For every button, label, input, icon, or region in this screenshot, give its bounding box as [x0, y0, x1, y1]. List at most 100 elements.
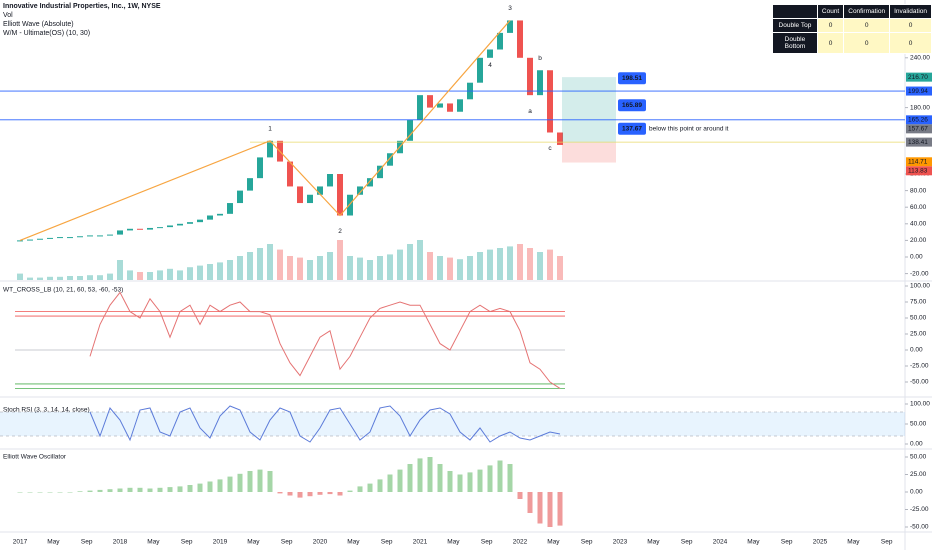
ewo-bar	[297, 492, 303, 498]
volume-bar	[227, 260, 233, 280]
volume-bar	[427, 252, 433, 280]
volume-bar	[497, 248, 503, 280]
ewo-bar	[77, 491, 83, 492]
candle	[267, 140, 273, 158]
y-tick-label: -50.00	[910, 379, 929, 386]
volume-bar	[307, 260, 313, 280]
candle	[57, 237, 63, 239]
ewo-bar	[117, 488, 123, 492]
ewo-bar	[407, 464, 413, 492]
price-badge-label: 165.26	[908, 117, 928, 124]
candle	[547, 70, 553, 133]
y-tick-label: -50.00	[910, 524, 929, 531]
volume-bar	[167, 268, 173, 280]
candle	[47, 237, 53, 239]
candle	[37, 238, 43, 240]
y-tick-label: 20.00	[910, 237, 927, 244]
candle	[377, 165, 383, 179]
candle	[507, 20, 513, 33]
ewo-bar	[347, 490, 353, 492]
y-tick-label: 80.00	[910, 187, 927, 194]
y-tick-label: 60.00	[910, 204, 927, 211]
x-tick-label: Sep	[381, 539, 393, 546]
y-tick-label: -25.00	[910, 363, 929, 370]
volume-bar	[77, 276, 83, 280]
price-badge-label: 199.94	[908, 88, 928, 95]
wave-label: 1	[268, 126, 272, 133]
ewo-bar	[467, 472, 473, 492]
candle	[217, 213, 223, 216]
candle	[107, 234, 113, 236]
ewo-bar	[487, 465, 493, 492]
ewo-bar	[267, 471, 273, 492]
wave-zigzag	[19, 20, 511, 241]
ewo-bar	[147, 488, 153, 492]
x-tick-label: May	[147, 539, 160, 546]
ewo-bar	[547, 492, 553, 527]
ewo-bar	[127, 487, 133, 492]
candle	[137, 228, 143, 230]
price-badge-label: 216.70	[908, 74, 928, 81]
candle	[457, 99, 463, 112]
volume-bar	[197, 265, 203, 280]
candle	[177, 223, 183, 226]
ewo-bar	[227, 476, 233, 492]
candle	[447, 103, 453, 112]
x-tick-label: May	[847, 539, 860, 546]
x-tick-label: May	[447, 539, 460, 546]
y-tick-label: -25.00	[910, 506, 929, 513]
volume-bar	[17, 273, 23, 280]
volume-bar	[127, 270, 133, 280]
candle	[367, 178, 373, 187]
volume-bar	[87, 275, 93, 280]
price-badge	[906, 157, 932, 167]
cell	[772, 4, 818, 19]
volume-bar	[417, 240, 423, 280]
x-tick-label: 2024	[713, 539, 728, 546]
price-tag	[618, 122, 646, 135]
candle	[117, 230, 123, 235]
volume-bar	[107, 273, 113, 280]
wave-label: 3	[508, 5, 512, 12]
y-tick-label: 50.00	[910, 421, 927, 428]
volume-bar	[437, 256, 443, 280]
volume-bar	[537, 252, 543, 280]
candle	[437, 103, 443, 108]
candle	[97, 235, 103, 237]
volume-bar	[267, 244, 273, 280]
volume-bar	[187, 267, 193, 280]
y-tick-label: 50.00	[910, 315, 927, 322]
candle	[147, 227, 153, 230]
candle	[67, 237, 73, 239]
volume-bar	[277, 249, 283, 280]
y-tick-label: 0.00	[910, 489, 923, 496]
y-tick-label: 25.00	[910, 471, 927, 478]
volume-bar	[387, 254, 393, 280]
volume-bar	[117, 260, 123, 280]
y-tick-label: 50.00	[910, 454, 927, 461]
wave-label: c	[548, 145, 552, 152]
volume-bar	[217, 262, 223, 280]
volume-bar	[97, 275, 103, 280]
cell: 0	[843, 18, 891, 33]
volume-bar	[397, 249, 403, 280]
ewo-bar	[177, 486, 183, 492]
wt-line	[89, 291, 561, 389]
ewo-bar	[317, 492, 323, 495]
ewo-bar	[417, 458, 423, 492]
ewo-bar	[447, 471, 453, 492]
ewo-bar	[557, 492, 563, 526]
candle	[327, 174, 333, 187]
y-tick-label: 0.00	[910, 347, 923, 354]
ewo-bar	[57, 492, 63, 493]
price-tag	[618, 99, 646, 112]
candle	[317, 186, 323, 195]
header-cell: Count	[816, 4, 845, 19]
pane-title: Stoch RSI (3, 3, 14, 14, close)	[3, 407, 90, 414]
candle	[27, 239, 33, 241]
volume-bar	[557, 256, 563, 280]
candle	[297, 186, 303, 204]
price-badge	[906, 166, 932, 176]
candle	[237, 190, 243, 204]
symbol-title: Innovative Industrial Properties, Inc., …	[3, 3, 161, 10]
